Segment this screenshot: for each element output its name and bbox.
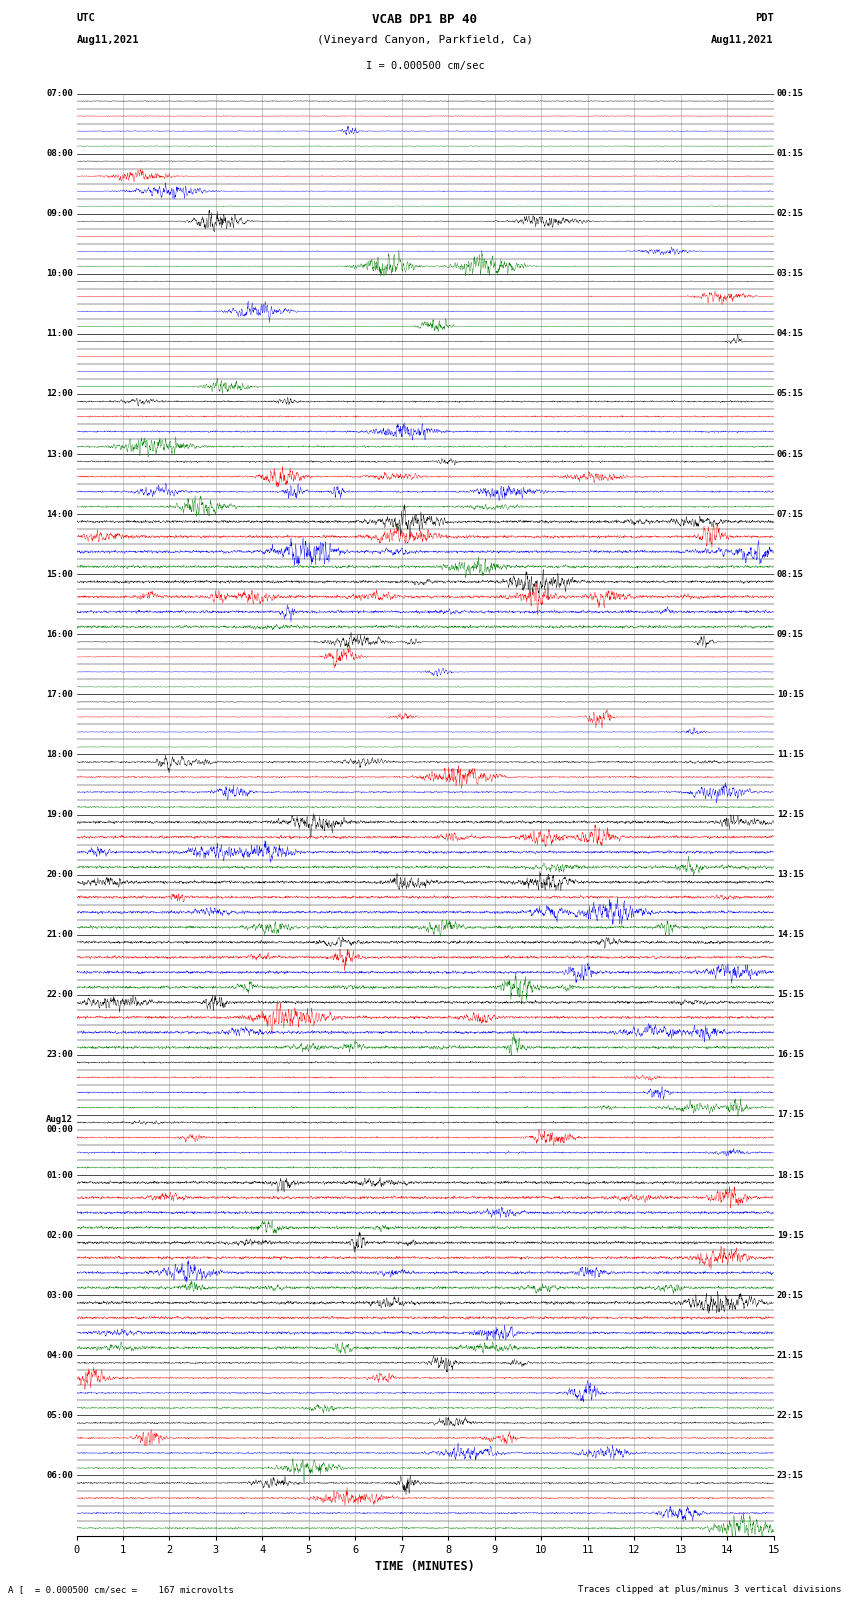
Text: VCAB DP1 BP 40: VCAB DP1 BP 40 <box>372 13 478 26</box>
Text: I = 0.000500 cm/sec: I = 0.000500 cm/sec <box>366 61 484 71</box>
Text: 08:15: 08:15 <box>777 569 804 579</box>
Text: 11:15: 11:15 <box>777 750 804 760</box>
Text: 07:15: 07:15 <box>777 510 804 519</box>
Text: 20:00: 20:00 <box>46 869 73 879</box>
Text: 00:00: 00:00 <box>46 1124 73 1134</box>
Text: 04:00: 04:00 <box>46 1350 73 1360</box>
Text: 16:00: 16:00 <box>46 629 73 639</box>
Text: 17:00: 17:00 <box>46 690 73 698</box>
Text: 18:00: 18:00 <box>46 750 73 760</box>
Text: 10:00: 10:00 <box>46 269 73 279</box>
Text: 02:15: 02:15 <box>777 210 804 218</box>
Text: 05:15: 05:15 <box>777 389 804 398</box>
Text: 13:00: 13:00 <box>46 450 73 458</box>
Text: 20:15: 20:15 <box>777 1290 804 1300</box>
Text: 09:00: 09:00 <box>46 210 73 218</box>
Text: 05:00: 05:00 <box>46 1411 73 1419</box>
Text: 13:15: 13:15 <box>777 869 804 879</box>
Text: 11:00: 11:00 <box>46 329 73 339</box>
Text: 06:15: 06:15 <box>777 450 804 458</box>
Text: 18:15: 18:15 <box>777 1171 804 1179</box>
Text: 01:00: 01:00 <box>46 1171 73 1179</box>
Text: A [  = 0.000500 cm/sec =    167 microvolts: A [ = 0.000500 cm/sec = 167 microvolts <box>8 1584 235 1594</box>
Text: 23:00: 23:00 <box>46 1050 73 1060</box>
Text: 14:00: 14:00 <box>46 510 73 519</box>
Text: 15:15: 15:15 <box>777 990 804 1000</box>
Text: Aug12: Aug12 <box>46 1115 73 1124</box>
Text: 04:15: 04:15 <box>777 329 804 339</box>
Text: 03:00: 03:00 <box>46 1290 73 1300</box>
Text: 00:15: 00:15 <box>777 89 804 98</box>
Text: 21:00: 21:00 <box>46 931 73 939</box>
Text: 21:15: 21:15 <box>777 1350 804 1360</box>
Text: Aug11,2021: Aug11,2021 <box>76 35 139 45</box>
Text: Aug11,2021: Aug11,2021 <box>711 35 774 45</box>
Text: 19:00: 19:00 <box>46 810 73 819</box>
Text: (Vineyard Canyon, Parkfield, Ca): (Vineyard Canyon, Parkfield, Ca) <box>317 35 533 45</box>
Text: 23:15: 23:15 <box>777 1471 804 1481</box>
Text: 12:15: 12:15 <box>777 810 804 819</box>
Text: 22:00: 22:00 <box>46 990 73 1000</box>
Text: 07:00: 07:00 <box>46 89 73 98</box>
Text: 14:15: 14:15 <box>777 931 804 939</box>
Text: 15:00: 15:00 <box>46 569 73 579</box>
Text: 09:15: 09:15 <box>777 629 804 639</box>
Text: 06:00: 06:00 <box>46 1471 73 1481</box>
Text: 02:00: 02:00 <box>46 1231 73 1240</box>
Text: 10:15: 10:15 <box>777 690 804 698</box>
Text: 19:15: 19:15 <box>777 1231 804 1240</box>
Text: 16:15: 16:15 <box>777 1050 804 1060</box>
Text: 17:15: 17:15 <box>777 1110 804 1119</box>
Text: 03:15: 03:15 <box>777 269 804 279</box>
Text: 22:15: 22:15 <box>777 1411 804 1419</box>
Text: 12:00: 12:00 <box>46 389 73 398</box>
Text: 08:00: 08:00 <box>46 148 73 158</box>
X-axis label: TIME (MINUTES): TIME (MINUTES) <box>375 1560 475 1573</box>
Text: PDT: PDT <box>755 13 774 23</box>
Text: UTC: UTC <box>76 13 95 23</box>
Text: 01:15: 01:15 <box>777 148 804 158</box>
Text: Traces clipped at plus/minus 3 vertical divisions: Traces clipped at plus/minus 3 vertical … <box>578 1584 842 1594</box>
